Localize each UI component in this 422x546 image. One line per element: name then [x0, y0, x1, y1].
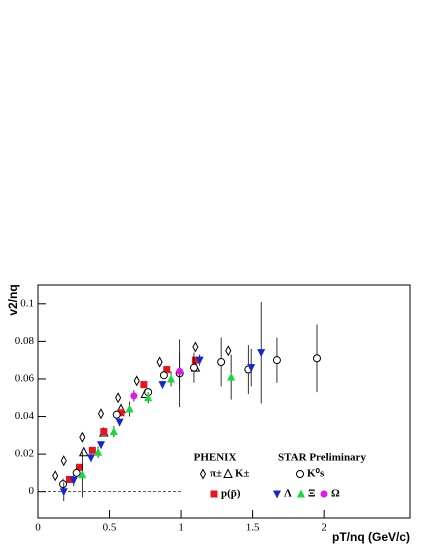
marker	[59, 480, 68, 489]
legend-label: Ξ	[308, 488, 315, 500]
marker	[144, 393, 153, 402]
legend-marker	[199, 468, 207, 480]
marker	[189, 363, 198, 372]
legend-title: STAR Preliminary	[278, 452, 366, 464]
marker	[94, 447, 103, 456]
x-tick-label: 1.5	[246, 522, 260, 534]
y-tick-label: 0.04	[15, 410, 35, 422]
x-tick-label: 0.5	[103, 522, 117, 534]
marker	[159, 371, 168, 380]
y-tick-label: 0.08	[15, 335, 35, 347]
marker	[192, 341, 199, 353]
marker	[79, 431, 86, 443]
marker	[100, 428, 108, 436]
legend-marker	[223, 468, 233, 478]
x-tick-label: 1	[178, 522, 184, 534]
marker	[227, 372, 236, 381]
legend-label: π±	[210, 468, 222, 480]
marker	[117, 409, 125, 417]
x-tick-label: 0	[35, 522, 41, 534]
legend-title: PHENIX	[194, 452, 237, 464]
legend-label: Ω	[331, 488, 340, 500]
marker	[272, 356, 281, 365]
marker	[65, 475, 73, 483]
y-axis-label: v2/nq	[6, 284, 20, 315]
legend-marker	[296, 470, 304, 478]
plot-frame	[37, 284, 411, 519]
marker	[195, 356, 204, 365]
marker	[130, 392, 138, 400]
marker	[163, 366, 171, 374]
x-tick-label: 2	[321, 522, 327, 534]
marker	[247, 364, 256, 373]
legend-marker	[273, 490, 281, 499]
marker	[156, 356, 163, 368]
marker	[112, 410, 121, 419]
legend-label: K⁰s	[307, 468, 325, 480]
y-tick-label: 0.02	[15, 448, 34, 460]
marker	[115, 392, 122, 404]
legend-label: K±	[235, 468, 250, 480]
legend-label: p(p̄)	[221, 488, 241, 500]
marker	[176, 367, 184, 375]
marker	[75, 463, 83, 471]
marker	[115, 418, 124, 427]
marker	[59, 488, 68, 497]
marker	[191, 356, 199, 364]
marker	[78, 446, 89, 457]
marker	[69, 476, 78, 485]
marker	[52, 470, 59, 482]
y-tick-label: 0.06	[15, 372, 35, 384]
marker	[167, 374, 176, 383]
marker	[140, 381, 148, 389]
marker	[60, 455, 67, 467]
x-axis-label: pT/nq (GeV/c)	[332, 530, 410, 544]
marker	[88, 446, 96, 454]
marker	[158, 381, 167, 390]
marker	[96, 441, 105, 450]
legend-label: Λ	[284, 488, 292, 500]
legend-marker	[320, 490, 328, 498]
legend-marker	[210, 490, 218, 498]
marker	[109, 427, 118, 436]
marker	[78, 470, 87, 479]
marker	[313, 354, 321, 363]
marker	[125, 404, 134, 413]
marker	[225, 345, 232, 357]
marker	[133, 375, 140, 387]
marker	[86, 454, 95, 463]
marker	[257, 349, 266, 358]
y-tick-label: 0.1	[20, 297, 34, 309]
marker	[97, 408, 105, 420]
marker	[217, 358, 226, 367]
y-tick-label: 0	[29, 485, 35, 497]
marker	[72, 468, 81, 477]
legend-marker	[297, 489, 305, 498]
